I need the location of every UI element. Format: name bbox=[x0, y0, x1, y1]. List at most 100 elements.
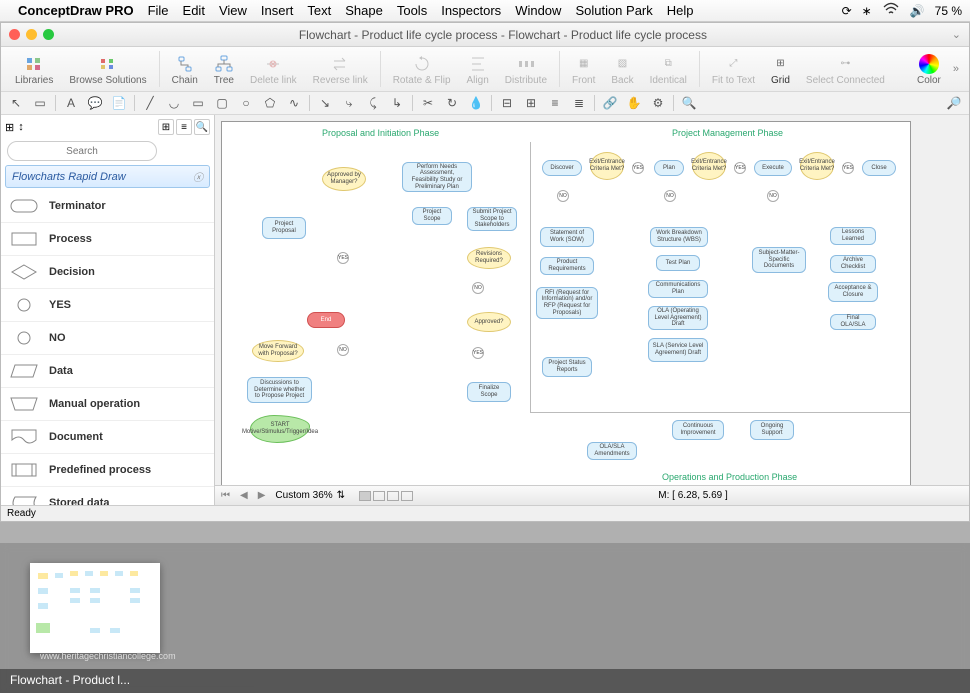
node-status[interactable]: Project Status Reports bbox=[542, 357, 592, 377]
panel-expand-icon[interactable]: ↕ bbox=[18, 121, 24, 133]
pager-next-icon[interactable]: ▶ bbox=[258, 490, 266, 501]
shape-process[interactable]: Process bbox=[1, 223, 214, 256]
shape-yes[interactable]: YES bbox=[1, 289, 214, 322]
pager-prev-icon[interactable]: ◀ bbox=[240, 490, 248, 501]
link-tool[interactable]: 🔗 bbox=[601, 94, 619, 112]
node-ola[interactable]: OLA (Operating Level Agreement) Draft bbox=[648, 306, 708, 330]
settings-tool[interactable]: ⚙ bbox=[649, 94, 667, 112]
node-revisions[interactable]: Revisions Required? bbox=[467, 247, 511, 269]
arc-tool[interactable]: ◡ bbox=[165, 94, 183, 112]
volume-icon[interactable]: 🔊 bbox=[910, 4, 925, 18]
rect-tool[interactable]: ▭ bbox=[189, 94, 207, 112]
align-button[interactable]: Align bbox=[459, 53, 497, 86]
tree-button[interactable]: Tree bbox=[206, 53, 242, 86]
distribute-button[interactable]: Distribute bbox=[497, 53, 555, 86]
delete-link-button[interactable]: Delete link bbox=[242, 53, 305, 86]
shape-decision[interactable]: Decision bbox=[1, 256, 214, 289]
node-exit1[interactable]: Exit/Entrance Criteria Met? bbox=[590, 152, 624, 180]
sync-icon[interactable]: ⟳ bbox=[842, 4, 852, 18]
node-start[interactable]: START Motive/Stimulus/Trigger/Idea bbox=[250, 415, 310, 443]
chain-button[interactable]: Chain bbox=[164, 53, 206, 86]
node-exit2[interactable]: Exit/Entrance Criteria Met? bbox=[692, 152, 726, 180]
fit-to-text-button[interactable]: ⤢Fit to Text bbox=[704, 53, 763, 86]
node-ongoing[interactable]: Ongoing Support bbox=[750, 420, 794, 440]
node-proposal[interactable]: Project Proposal bbox=[262, 217, 306, 239]
canvas-scroll[interactable]: Proposal and Initiation Phase Project Ma… bbox=[215, 115, 969, 485]
node-sla[interactable]: SLA (Service Level Agreement) Draft bbox=[648, 338, 708, 362]
node-smedocs[interactable]: Subject-Matter-Specific Documents bbox=[752, 247, 806, 273]
front-button[interactable]: ▦Front bbox=[564, 53, 603, 86]
page-thumbnail[interactable] bbox=[30, 563, 160, 653]
connector3-tool[interactable]: ⤹ bbox=[364, 94, 382, 112]
node-lessons[interactable]: Lessons Learned bbox=[830, 227, 876, 245]
shape-data[interactable]: Data bbox=[1, 355, 214, 388]
bluetooth-icon[interactable]: ∗ bbox=[862, 4, 872, 18]
zoom-window-button[interactable] bbox=[43, 29, 54, 40]
node-approved-mgr[interactable]: Approved by Manager? bbox=[322, 167, 366, 191]
zoom-in-tool[interactable]: 🔎 bbox=[945, 94, 963, 112]
text-tool[interactable]: A bbox=[62, 94, 80, 112]
menu-insert[interactable]: Insert bbox=[261, 3, 294, 18]
node-commplan[interactable]: Communications Plan bbox=[648, 280, 708, 298]
library-header[interactable]: Flowcharts Rapid Draw ⓧ bbox=[5, 165, 210, 188]
app-name[interactable]: ConceptDraw PRO bbox=[18, 3, 134, 18]
bezier-tool[interactable]: ∿ bbox=[285, 94, 303, 112]
ungroup-tool[interactable]: ⊞ bbox=[522, 94, 540, 112]
connector4-tool[interactable]: ↳ bbox=[388, 94, 406, 112]
roundrect-tool[interactable]: ▢ bbox=[213, 94, 231, 112]
node-execute[interactable]: Execute bbox=[754, 160, 792, 176]
node-submit-scope[interactable]: Submit Project Scope to Stakeholders bbox=[467, 207, 517, 231]
node-plan[interactable]: Plan bbox=[654, 160, 684, 176]
lasso-tool[interactable]: ▭ bbox=[31, 94, 49, 112]
rotate-tool[interactable]: ↻ bbox=[443, 94, 461, 112]
shape-predef[interactable]: Predefined process bbox=[1, 454, 214, 487]
browse-solutions-button[interactable]: Browse Solutions bbox=[61, 53, 154, 86]
node-testplan[interactable]: Test Plan bbox=[656, 255, 700, 271]
node-approved[interactable]: Approved? bbox=[467, 312, 511, 332]
color-button[interactable]: Color bbox=[909, 53, 949, 86]
node-exit3[interactable]: Exit/Entrance Criteria Met? bbox=[800, 152, 834, 180]
menu-edit[interactable]: Edit bbox=[183, 3, 205, 18]
node-scope[interactable]: Project Scope bbox=[412, 207, 452, 225]
pager-first-icon[interactable]: ⏮ bbox=[221, 490, 230, 501]
group-tool[interactable]: ⊟ bbox=[498, 94, 516, 112]
zoom-out-tool[interactable]: 🔍 bbox=[680, 94, 698, 112]
pointer-tool[interactable]: ↖ bbox=[7, 94, 25, 112]
menu-solutionpark[interactable]: Solution Park bbox=[575, 3, 652, 18]
search-toggle-icon[interactable]: 🔍 bbox=[194, 119, 210, 135]
node-olasla-amend[interactable]: OLA/SLA Amendments bbox=[587, 442, 637, 460]
note-tool[interactable]: 📄 bbox=[110, 94, 128, 112]
menu-tools[interactable]: Tools bbox=[397, 3, 427, 18]
identical-button[interactable]: ⧉Identical bbox=[642, 53, 695, 86]
shape-terminator[interactable]: Terminator bbox=[1, 190, 214, 223]
hand-tool[interactable]: ✋ bbox=[625, 94, 643, 112]
select-connected-button[interactable]: ⊶Select Connected bbox=[798, 53, 893, 86]
align-center-tool[interactable]: ≣ bbox=[570, 94, 588, 112]
zoom-stepper-icon[interactable]: ⇅ bbox=[337, 490, 345, 501]
libraries-button[interactable]: Libraries bbox=[7, 53, 61, 86]
crop-tool[interactable]: ✂ bbox=[419, 94, 437, 112]
connector2-tool[interactable]: ⤷ bbox=[340, 94, 358, 112]
menu-file[interactable]: File bbox=[148, 3, 169, 18]
node-discussions[interactable]: Discussions to Determine whether to Prop… bbox=[247, 377, 312, 403]
node-contimprove[interactable]: Continuous Improvement bbox=[672, 420, 724, 440]
menu-help[interactable]: Help bbox=[667, 3, 694, 18]
node-finalize[interactable]: Finalize Scope bbox=[467, 382, 511, 402]
node-discover[interactable]: Discover bbox=[542, 160, 582, 176]
reverse-link-button[interactable]: Reverse link bbox=[305, 53, 376, 86]
grid-button[interactable]: ⊞Grid bbox=[763, 53, 798, 86]
back-button[interactable]: ▧Back bbox=[603, 53, 641, 86]
zoom-level[interactable]: Custom 36% bbox=[275, 490, 332, 501]
node-finalola[interactable]: Final OLA/SLA bbox=[830, 314, 876, 330]
wifi-icon[interactable] bbox=[882, 0, 900, 21]
grid-view-icon[interactable]: ⊞ bbox=[158, 119, 174, 135]
library-search-input[interactable] bbox=[7, 141, 157, 161]
node-rfi[interactable]: RFI (Request for Information) and/or RFP… bbox=[536, 287, 598, 319]
library-close-icon[interactable]: ⓧ bbox=[193, 169, 203, 184]
node-prodreq[interactable]: Product Requirements bbox=[540, 257, 594, 275]
menu-view[interactable]: View bbox=[219, 3, 247, 18]
node-archive[interactable]: Archive Checklist bbox=[830, 255, 876, 273]
eyedrop-tool[interactable]: 💧 bbox=[467, 94, 485, 112]
minimize-window-button[interactable] bbox=[26, 29, 37, 40]
node-wbs[interactable]: Work Breakdown Structure (WBS) bbox=[650, 227, 708, 247]
